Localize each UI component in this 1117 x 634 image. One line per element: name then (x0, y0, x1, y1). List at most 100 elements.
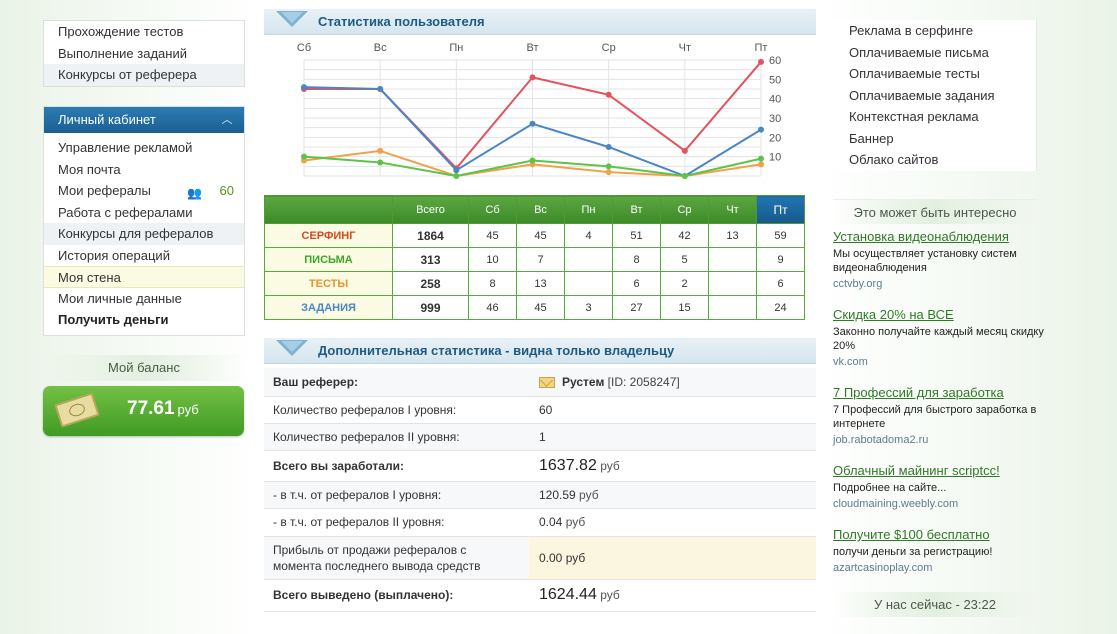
earned-cell: 1637.82 руб (529, 450, 816, 482)
stats-cell: 45 (516, 295, 565, 320)
ad-title[interactable]: Получите $100 бесплатно (833, 527, 990, 542)
menu-item-paid-mail[interactable]: Оплачиваемые письма (849, 44, 989, 60)
referer-value[interactable]: Рустем [ID: 2058247] (529, 368, 816, 397)
data-point (605, 169, 612, 176)
stats-cell: 7 (516, 247, 565, 272)
stats-cell: 15 (660, 295, 709, 320)
ad-title[interactable]: Облачный майнинг scriptcc! (833, 463, 1000, 478)
data-point (605, 91, 612, 98)
menu-item-tests[interactable]: Прохождение тестов (58, 24, 184, 39)
paid-row: Всего выведено (выплачено): 1624.44 руб (264, 579, 816, 612)
x-tick-label: Пт (755, 42, 768, 54)
user-stats-title: Статистика пользователя (318, 14, 485, 29)
menu-item-referer-contests[interactable]: Конкурсы от реферера (44, 64, 244, 86)
cabinet-header[interactable]: Личный кабинет ︿ (44, 107, 244, 133)
profit-row: Прибыль от продажи рефералов с момента п… (264, 536, 816, 580)
from1-value: 120.59 (539, 487, 576, 502)
advertiser-menu: Реклама в серфинге Оплачиваемые письма О… (833, 20, 1037, 171)
ad-url: vk.com (833, 356, 868, 368)
paid-currency: руб (600, 588, 620, 602)
data-point (758, 126, 764, 133)
menu-item-personal-data[interactable]: Мои личные данные (58, 290, 182, 306)
menu-item-referrals[interactable]: Мои рефералы 👥 60 (44, 180, 244, 202)
stats-header-8: Пт (756, 195, 805, 224)
interest-title: Это может быть интересно (833, 199, 1037, 224)
stats-row-label: ПИСЬМА (264, 247, 393, 272)
stats-cell: 5 (660, 247, 709, 272)
stats-cell: 8 (612, 247, 661, 272)
profit-cell: 0.00 руб (529, 536, 816, 580)
triangle-inner (281, 12, 303, 23)
ad-title[interactable]: Скидка 20% на ВСЕ (833, 307, 954, 322)
stats-row-label: ЗАДАНИЯ (264, 295, 393, 320)
menu-item-mail[interactable]: Моя почта (58, 161, 121, 177)
paid-cell: 1624.44 руб (529, 579, 816, 612)
cabinet-title: Личный кабинет (58, 112, 156, 127)
data-point (377, 159, 384, 166)
stats-header-blank (264, 195, 393, 224)
stats-cell: 8 (468, 271, 517, 296)
menu-item-history[interactable]: История операций (58, 247, 170, 263)
menu-item-paid-tasks[interactable]: Оплачиваемые задания (849, 87, 995, 103)
now-online: У нас сейчас - 23:22 (833, 592, 1037, 617)
menu-item-paid-tests[interactable]: Оплачиваемые тесты (849, 66, 980, 81)
stats-row: СЕРФИНГ 1864 45 45 4 51 42 13 59 (264, 223, 805, 248)
menu-item-withdraw[interactable]: Получить деньги (58, 312, 169, 327)
from1-currency: руб (579, 487, 599, 502)
profit-label-line-2: момента последнего вывода средств (273, 558, 481, 573)
y-tick-label: 50 (769, 74, 781, 86)
x-tick-label: Сб (297, 42, 311, 54)
ad-url: cloudmaining.weebly.com (833, 498, 959, 510)
stats-cell: 24 (756, 295, 805, 320)
referer-label: Ваш реферер: (264, 368, 529, 397)
menu-item-referral-contests[interactable]: Конкурсы для рефералов (44, 223, 244, 245)
menu-item-site-cloud[interactable]: Облако сайтов (849, 152, 939, 167)
menu-item-context-ads[interactable]: Контекстная реклама (849, 109, 979, 124)
extra-stats-header: Дополнительная статистика - видна только… (264, 338, 816, 364)
y-tick-label: 40 (769, 94, 781, 106)
menu-item-banner[interactable]: Баннер (849, 130, 894, 146)
stats-cell: 3 (564, 295, 613, 320)
x-tick-label: Пн (449, 42, 463, 54)
data-point (529, 120, 536, 127)
referer-name[interactable]: Рустем (562, 374, 605, 389)
envelope-icon[interactable] (539, 377, 555, 389)
chevron-up-icon[interactable]: ︿ (221, 114, 233, 126)
ad-title[interactable]: Установка видеонаблюдения (833, 229, 1009, 244)
ad-block: Скидка 20% на ВСЕ Законно получайте кажд… (833, 307, 1053, 369)
stats-cell: 6 (612, 271, 661, 296)
menu-item-ad-management[interactable]: Управление рекламой (58, 140, 193, 155)
from1-row: - в т.ч. от рефералов I уровня: 120.59 р… (264, 481, 816, 509)
x-tick-label: Вс (374, 42, 387, 54)
stats-cell: 4 (564, 223, 613, 248)
stats-cell: 59 (756, 223, 805, 248)
stats-header-7: Чт (708, 195, 757, 224)
stats-row-label: ТЕСТЫ (264, 271, 393, 296)
menu-item-referral-work[interactable]: Работа с рефералами (58, 204, 193, 220)
menu-item-wall[interactable]: Моя стена (44, 266, 244, 288)
balance-title: Мой баланс (43, 355, 245, 381)
data-point (301, 153, 307, 160)
stats-cell (564, 271, 613, 296)
menu-item-tasks[interactable]: Выполнение заданий (58, 45, 187, 61)
stats-cell: 46 (468, 295, 517, 320)
stats-table: Всего Сб Вс Пн Вт Ср Чт Пт СЕРФИНГ 1864 45 45 4 51 42… (264, 195, 805, 320)
stats-cell (708, 295, 757, 320)
data-point (605, 144, 612, 150)
ref1-value: 60 (529, 396, 816, 424)
balance-currency: руб (177, 402, 199, 417)
data-point (758, 58, 764, 65)
data-point (681, 147, 688, 154)
ad-title[interactable]: 7 Профессий для заработка (833, 385, 1004, 400)
paid-label: Всего выведено (выплачено): (264, 579, 529, 612)
ad-block: Облачный майнинг scriptcc! Подробнее на … (833, 463, 1053, 511)
balance-button[interactable]: 77.61 руб (43, 386, 244, 436)
profit-label-line-1: Прибыль от продажи рефералов с (273, 542, 467, 557)
stats-cell: 13 (708, 223, 757, 248)
y-tick-label: 10 (769, 152, 781, 164)
x-tick-label: Ср (602, 42, 616, 54)
balance-value: 77.61 (127, 398, 175, 419)
y-tick-label: 30 (769, 113, 781, 125)
menu-item-surfing-ads[interactable]: Реклама в серфинге (849, 23, 974, 38)
